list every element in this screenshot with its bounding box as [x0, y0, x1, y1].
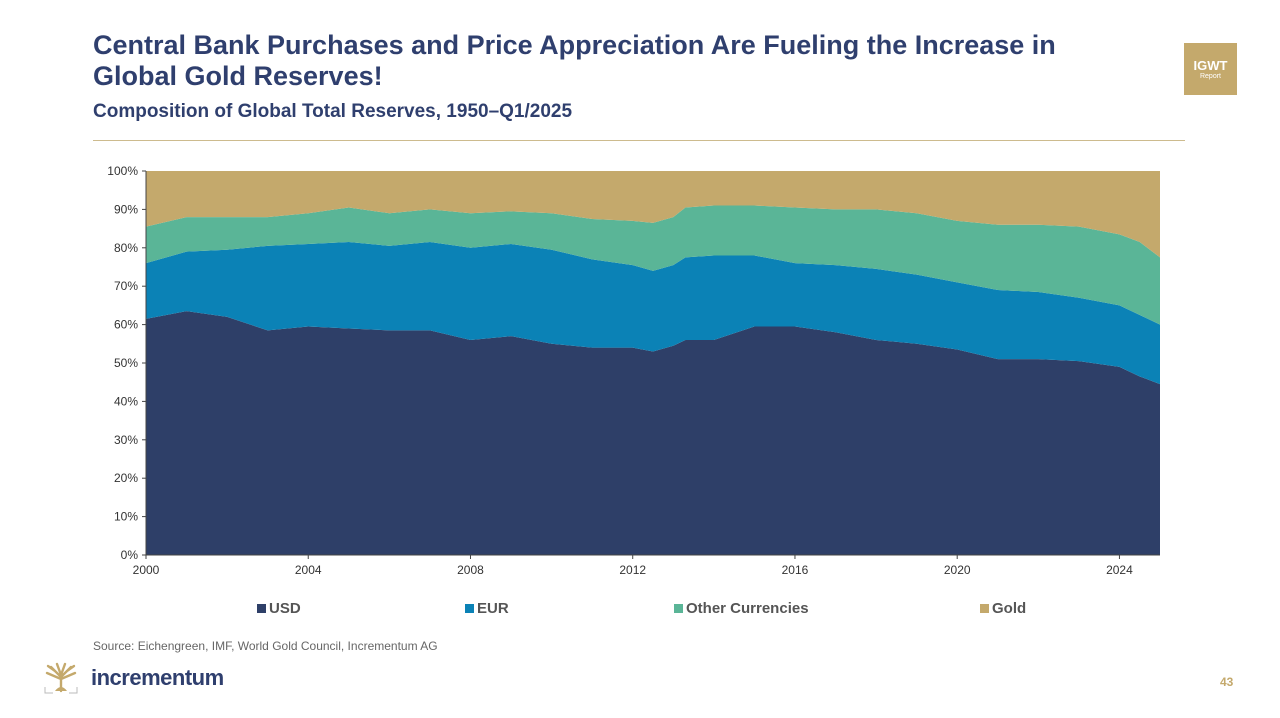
y-tick-label: 90% [114, 202, 138, 216]
legend-swatch [465, 604, 474, 613]
igwt-report-badge: IGWT Report [1184, 43, 1237, 95]
page-number: 43 [1220, 675, 1234, 689]
legend-item: Gold [980, 600, 1026, 617]
y-tick-label: 40% [114, 394, 138, 408]
brand-name: incrementum [91, 665, 224, 690]
legend-item: USD [257, 600, 301, 617]
y-tick-label: 0% [121, 548, 139, 562]
badge-sub: Report [1199, 73, 1221, 80]
y-tick-label: 80% [114, 241, 138, 255]
x-tick-label: 2016 [782, 563, 809, 577]
stacked-area-chart: 0% 10% 20% 30% 40% 50% 60% 70% 80% 90% 100% 2000 200… [107, 164, 1160, 577]
y-tick-label: 70% [114, 279, 138, 293]
x-tick-label: 2012 [619, 563, 646, 577]
legend-label: USD [269, 600, 301, 617]
y-tick-label: 100% [107, 164, 138, 178]
legend-swatch [257, 604, 266, 613]
x-tick-label: 2008 [457, 563, 484, 577]
x-tick-label: 2020 [944, 563, 971, 577]
slide-title: Central Bank Purchases and Price Appreci… [93, 30, 1056, 91]
y-tick-label: 10% [114, 510, 138, 524]
legend-label: EUR [477, 600, 509, 617]
area-eur [146, 242, 1160, 385]
x-tick-label: 2004 [295, 563, 322, 577]
legend-label: Gold [992, 600, 1027, 617]
chart-subtitle: Composition of Global Total Reserves, 19… [93, 101, 573, 122]
incrementum-tree-logo [44, 662, 78, 694]
legend-item: Other Currencies [674, 600, 809, 617]
header-divider [93, 140, 1185, 141]
y-tick-label: 50% [114, 356, 138, 370]
badge-main: IGWT [1193, 58, 1228, 73]
area-other-currencies [146, 205, 1160, 325]
y-tick-label: 30% [114, 433, 138, 447]
legend-item: EUR [465, 600, 509, 617]
legend-swatch [980, 604, 989, 613]
source-note: Source: Eichengreen, IMF, World Gold Cou… [93, 639, 438, 653]
x-tick-label: 2024 [1106, 563, 1133, 577]
legend-label: Other Currencies [686, 600, 809, 617]
y-tick-label: 60% [114, 318, 138, 332]
area-gold [146, 171, 1160, 258]
area-usd [146, 311, 1160, 555]
legend-swatch [674, 604, 683, 613]
x-tick-label: 2000 [133, 563, 160, 577]
y-tick-label: 20% [114, 471, 138, 485]
